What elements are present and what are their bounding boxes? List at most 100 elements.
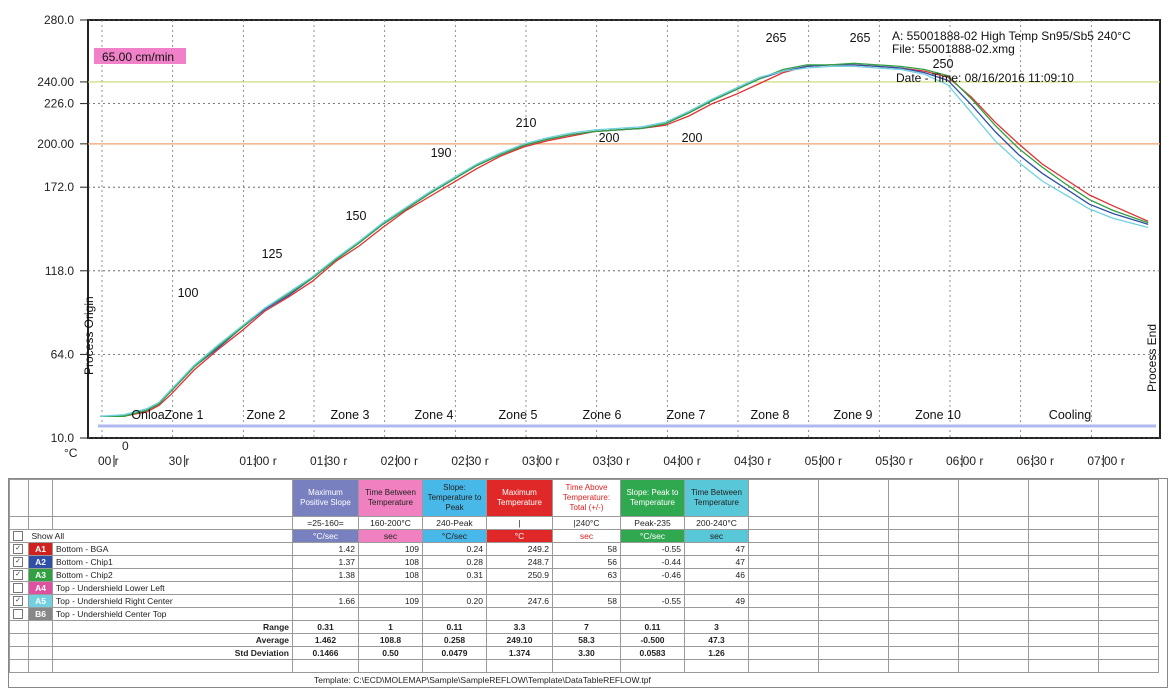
sensor-value: -0.44 — [620, 555, 685, 569]
sensor-checkbox[interactable] — [13, 583, 23, 594]
sensor-value: 1.42 — [292, 542, 359, 556]
empty-cell — [888, 620, 959, 634]
param-cell: 200-240°C — [684, 516, 749, 530]
stat-label: Range — [52, 620, 293, 634]
empty-cell — [1028, 529, 1099, 543]
empty-cell — [1028, 555, 1099, 569]
origin-label: 0 — [122, 439, 129, 453]
sensor-value: -0.55 — [620, 542, 685, 556]
sensor-value: 0.28 — [422, 555, 487, 569]
stat-row: Range 0.31 1 0.11 3.3 7 0.11 3 — [9, 620, 1159, 634]
unit-cell: °C/sec — [292, 529, 359, 543]
y-tick-label: 240.00 — [37, 75, 74, 89]
reference-lines — [88, 81, 1160, 145]
info-line-1: A: 55001888-02 High Temp Sn95/Sb5 240°C — [892, 29, 1131, 43]
empty-cell — [9, 633, 29, 647]
empty-cell — [9, 646, 29, 660]
empty-cell — [958, 529, 1029, 543]
empty-cell — [748, 568, 819, 582]
info-line-2: File: 55001888-02.xmg — [892, 42, 1015, 56]
sensor-value: 58 — [552, 542, 621, 556]
y-tick-label: 118.0 — [45, 264, 74, 278]
empty-cell — [958, 568, 1029, 582]
empty-cell — [818, 542, 889, 556]
empty-cell — [888, 607, 959, 621]
sensor-name: Top - Undershield Right Center — [52, 594, 293, 608]
stat-value: -0.500 — [620, 633, 685, 647]
param-cell: | — [486, 516, 553, 530]
empty-cell — [1098, 568, 1159, 582]
stat-row: Std Deviation 0.1466 0.50 0.0479 1.374 3.30 0.… — [9, 646, 1159, 660]
empty-cell — [888, 542, 959, 556]
zone-setpoint-label: 125 — [262, 247, 283, 261]
param-cell: 160-200°C — [358, 516, 423, 530]
zone-setpoint-label: 200 — [599, 131, 620, 145]
empty-cell — [1028, 542, 1099, 556]
sensor-value: 1.66 — [292, 594, 359, 608]
sensor-value — [620, 581, 685, 595]
empty-cell — [1098, 659, 1159, 673]
empty-cell — [818, 581, 889, 595]
empty-cell — [818, 516, 889, 530]
speed-badge — [94, 48, 186, 64]
empty-cell — [748, 542, 819, 556]
empty-cell — [748, 516, 819, 530]
empty-cell — [9, 620, 29, 634]
speed-label: 65.00 cm/min — [102, 50, 174, 64]
sensor-checkbox-cell — [9, 607, 29, 621]
sensor-name: Bottom - BGA — [52, 542, 293, 556]
empty-cell — [748, 555, 819, 569]
sensor-checkbox-cell: ✓ — [9, 555, 29, 569]
empty-cell — [888, 659, 959, 673]
x-tick-label: 04:00 r — [663, 454, 700, 468]
sensor-checkbox[interactable]: ✓ — [13, 596, 23, 607]
zone-label: Zone 7 — [667, 408, 706, 422]
empty-cell — [422, 659, 487, 673]
series-line — [99, 65, 1149, 417]
zone-setpoint-labels: 100 125 150 190 210 200 200 265 265 250 — [178, 31, 954, 300]
zone-label: Zone 10 — [915, 408, 961, 422]
column-header: Maximum Temperature — [486, 479, 553, 517]
stat-value: 249.10 — [486, 633, 553, 647]
sensor-row: A4 Top - Undershield Lower Left — [9, 581, 1159, 595]
x-tick-label: 06:00 r — [946, 454, 983, 468]
sensor-checkbox[interactable]: ✓ — [13, 544, 23, 555]
column-header: Slope: Peak to Temperature — [620, 479, 685, 517]
empty-cell — [1028, 479, 1099, 517]
y-tick-label: 280.0 — [44, 13, 74, 27]
x-tick-label: 02:30 r — [451, 454, 488, 468]
empty-cell — [958, 594, 1029, 608]
sensor-value: 1.37 — [292, 555, 359, 569]
empty-cell — [888, 529, 959, 543]
empty-cell — [958, 607, 1029, 621]
sensor-checkbox[interactable]: ✓ — [13, 570, 23, 581]
x-tick-label: 06:30 r — [1017, 454, 1054, 468]
show-all-checkbox[interactable] — [13, 531, 23, 542]
sensor-value: 58 — [552, 594, 621, 608]
empty-cell — [28, 633, 53, 647]
column-header: Time Between Temperature — [684, 479, 749, 517]
empty-cell — [1028, 516, 1099, 530]
empty-cell — [1028, 646, 1099, 660]
x-tick-label: 30 r — [169, 454, 190, 468]
x-tick-label: 03:00 r — [522, 454, 559, 468]
empty-cell — [958, 479, 1029, 517]
y-tick-label: 10.0 — [51, 431, 75, 445]
stat-value: 0.1466 — [292, 646, 359, 660]
sensor-value — [552, 607, 621, 621]
zone-labels: Onloa Zone 1 Zone 2 Zone 3 Zone 4 Zone 5 Zone … — [131, 408, 1091, 422]
empty-cell — [748, 633, 819, 647]
empty-cell — [552, 659, 621, 673]
blank-row — [9, 659, 1159, 673]
sensor-value — [422, 607, 487, 621]
empty-cell — [748, 594, 819, 608]
sensor-value: 0.24 — [422, 542, 487, 556]
zone-label: Zone 5 — [499, 408, 538, 422]
empty-cell — [28, 516, 53, 530]
sensor-checkbox[interactable]: ✓ — [13, 557, 23, 568]
empty-cell — [818, 633, 889, 647]
sensor-checkbox[interactable] — [13, 609, 23, 620]
sensor-id-badge: A3 — [28, 568, 53, 582]
sensor-value: 56 — [552, 555, 621, 569]
empty-cell — [28, 479, 53, 517]
